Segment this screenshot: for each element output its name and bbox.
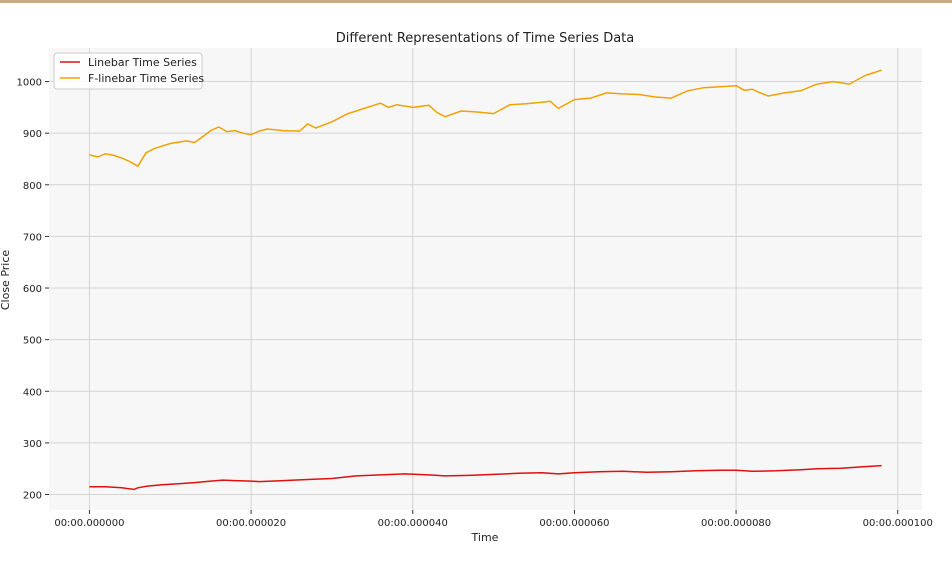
series-line-1 — [89, 464, 882, 491]
y-tick-label: 300 — [23, 439, 42, 450]
x-axis-label: Time — [471, 531, 499, 544]
x-tick-label: 00:00.000100 — [863, 518, 933, 529]
top-border-rule — [0, 0, 952, 3]
grid-lines — [49, 48, 922, 510]
y-tick-label: 200 — [23, 491, 42, 502]
y-tick-label: 800 — [23, 181, 42, 192]
chart-title: Different Representations of Time Series… — [336, 31, 635, 46]
y-tick-label: 1000 — [17, 78, 42, 89]
y-tick-label: 600 — [23, 284, 42, 295]
y-tick-label: 700 — [23, 232, 42, 243]
x-tick-label: 00:00.000020 — [216, 518, 286, 529]
y-axis-ticks: 200 300 400 500 600 700 800 900 1000 — [17, 78, 49, 502]
legend-box — [53, 52, 203, 90]
y-tick-label: 500 — [23, 336, 42, 347]
legend: Linebar Time Series F-linebar Time Series — [53, 52, 204, 90]
plot-area — [49, 48, 922, 510]
legend-label: F-linebar Time Series — [88, 72, 204, 85]
x-tick-label: 00:00.000040 — [378, 518, 448, 529]
x-tick-label: 00:00.000080 — [701, 518, 771, 529]
legend-label: Linebar Time Series — [88, 56, 197, 69]
y-tick-label: 400 — [23, 387, 42, 398]
y-tick-label: 900 — [23, 129, 42, 140]
series-line-2 — [89, 69, 882, 167]
x-tick-label: 00:00.000060 — [539, 518, 609, 529]
x-axis-ticks: 00:00.000000 00:00.000020 00:00.000040 00:0… — [54, 510, 933, 529]
y-axis-label: Close Price — [0, 250, 12, 311]
series-lines — [89, 69, 882, 491]
x-tick-label: 00:00.000000 — [54, 518, 124, 529]
